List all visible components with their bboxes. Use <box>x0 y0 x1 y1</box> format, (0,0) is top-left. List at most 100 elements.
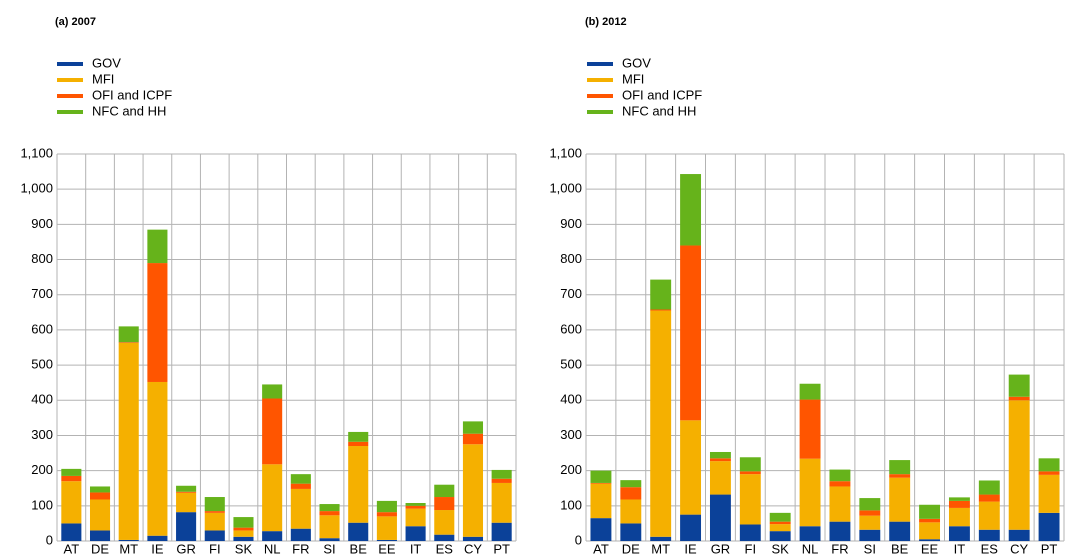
bar-segment <box>176 485 197 492</box>
bar-segment <box>462 433 484 445</box>
bar-segment <box>405 508 426 527</box>
y-tick-label: 600 <box>560 321 582 336</box>
y-tick-label: 0 <box>575 532 582 547</box>
bar-segment <box>889 460 911 475</box>
bar-segment <box>590 482 612 484</box>
bar-segment <box>680 245 702 421</box>
bar-segment <box>769 521 791 525</box>
chart-title: (a) 2007 <box>55 16 96 28</box>
bar-segment <box>204 497 225 512</box>
bar-segment <box>948 500 970 508</box>
legend-label: OFI and ICPF <box>622 87 702 102</box>
y-tick-label: 700 <box>560 286 582 301</box>
bar-segment <box>118 342 139 540</box>
bar-segment <box>376 539 397 541</box>
y-tick-label: 1,000 <box>20 181 53 196</box>
x-tick-label: AT <box>64 541 80 556</box>
y-tick-label: 800 <box>560 251 582 266</box>
bar-segment <box>319 515 340 539</box>
bar-segment <box>491 478 512 483</box>
bar-segment <box>176 491 197 493</box>
bar-segment <box>176 512 197 541</box>
bar-segment <box>434 484 455 498</box>
bar-segment <box>89 492 111 500</box>
x-tick-label: FR <box>831 541 848 556</box>
bar-segment <box>799 383 821 400</box>
bar-segment <box>590 518 612 541</box>
y-tick-label: 900 <box>31 216 53 231</box>
y-tick-label: 1,100 <box>20 145 53 160</box>
bar-segment <box>89 530 111 541</box>
bar-segment <box>889 521 911 541</box>
y-tick-label: 300 <box>560 427 582 442</box>
bar-segment <box>462 536 484 541</box>
y-tick-label: 100 <box>31 497 53 512</box>
bar-segment <box>348 446 369 523</box>
bar-segment <box>319 538 340 541</box>
bar-segment <box>1038 512 1060 541</box>
x-tick-label: DE <box>91 541 109 556</box>
bar-segment <box>147 535 168 541</box>
bar-segment <box>348 522 369 541</box>
bar-segment <box>709 451 731 459</box>
x-tick-label: IT <box>954 541 966 556</box>
bar-segment <box>61 475 82 482</box>
bar-segment <box>978 501 1000 530</box>
bar-segment <box>590 483 612 519</box>
legend-label: GOV <box>92 55 121 70</box>
y-tick-label: 900 <box>560 216 582 231</box>
x-tick-label: GR <box>176 541 196 556</box>
bar-segment <box>462 444 484 537</box>
bar-segment <box>204 511 225 513</box>
x-tick-label: IE <box>684 541 697 556</box>
bar-segment <box>948 497 970 501</box>
bar-segment <box>262 531 283 541</box>
x-tick-label: SK <box>235 541 253 556</box>
bar-segment <box>889 474 911 478</box>
bar-segment <box>978 494 1000 502</box>
bar-segment <box>859 498 881 511</box>
bar-segment <box>61 523 82 541</box>
bar-segment <box>620 499 642 524</box>
bar-segment <box>405 526 426 541</box>
y-tick-label: 700 <box>31 286 53 301</box>
legend-label: NFC and HH <box>92 103 166 118</box>
x-tick-label: FI <box>209 541 221 556</box>
bar-segment <box>376 516 397 540</box>
legend-label: OFI and ICPF <box>92 87 172 102</box>
bar-segment <box>859 510 881 516</box>
bar-segment <box>650 310 672 537</box>
x-tick-label: IE <box>151 541 164 556</box>
bar-segment <box>262 384 283 399</box>
bar-segment <box>709 458 731 462</box>
bar-segment <box>889 477 911 522</box>
x-tick-label: MT <box>651 541 670 556</box>
bar-segment <box>491 522 512 541</box>
bar-segment <box>709 494 731 541</box>
bar-segment <box>61 468 82 476</box>
bar-segment <box>290 528 311 541</box>
x-tick-label: SI <box>864 541 876 556</box>
bar-segment <box>319 504 340 512</box>
bar-segment <box>799 458 821 527</box>
legend-label: GOV <box>622 55 651 70</box>
y-tick-label: 400 <box>31 392 53 407</box>
bar-segment <box>948 507 970 527</box>
bar-segment <box>434 497 455 511</box>
bar-segment <box>491 469 512 479</box>
bar-segment <box>769 531 791 541</box>
bar-segment <box>376 500 397 513</box>
bar-segment <box>859 515 881 530</box>
bar-segment <box>919 518 941 523</box>
bar-segment <box>262 464 283 532</box>
x-tick-label: EE <box>378 541 396 556</box>
bar-segment <box>829 481 851 487</box>
y-tick-label: 100 <box>560 497 582 512</box>
bar-segment <box>978 480 1000 495</box>
x-tick-label: SK <box>772 541 790 556</box>
bar-segment <box>204 512 225 531</box>
x-tick-label: ES <box>981 541 999 556</box>
x-tick-label: NL <box>802 541 819 556</box>
bar-segment <box>680 514 702 541</box>
x-tick-label: BE <box>350 541 368 556</box>
